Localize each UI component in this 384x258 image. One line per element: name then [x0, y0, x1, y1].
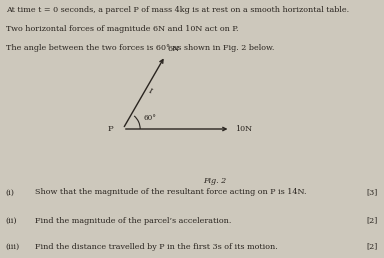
- Text: At time t = 0 seconds, a parcel P of mass 4kg is at rest on a smooth horizontal : At time t = 0 seconds, a parcel P of mas…: [6, 6, 349, 14]
- Text: Find the distance travelled by P in the first 3s of its motion.: Find the distance travelled by P in the …: [35, 243, 277, 251]
- Text: Two horizontal forces of magnitude 6N and 10N act on P.: Two horizontal forces of magnitude 6N an…: [6, 25, 238, 33]
- Text: [2]: [2]: [367, 243, 378, 251]
- Text: Show that the magnitude of the resultant force acting on P is 14N.: Show that the magnitude of the resultant…: [35, 188, 306, 196]
- Text: The angle between the two forces is 60° as shown in Fig. 2 below.: The angle between the two forces is 60° …: [6, 44, 274, 52]
- Text: [3]: [3]: [367, 188, 378, 196]
- Text: (i): (i): [6, 188, 15, 196]
- Text: Fig. 2: Fig. 2: [204, 177, 227, 185]
- Text: (ii): (ii): [6, 217, 17, 225]
- Text: I: I: [146, 87, 154, 96]
- Text: (iii): (iii): [6, 243, 20, 251]
- Text: 6N: 6N: [167, 45, 179, 53]
- Text: Find the magnitude of the parcel’s acceleration.: Find the magnitude of the parcel’s accel…: [35, 217, 231, 225]
- Text: 10N: 10N: [235, 125, 252, 133]
- Text: P: P: [108, 125, 113, 133]
- Text: 60°: 60°: [143, 115, 156, 123]
- Text: [2]: [2]: [367, 217, 378, 225]
